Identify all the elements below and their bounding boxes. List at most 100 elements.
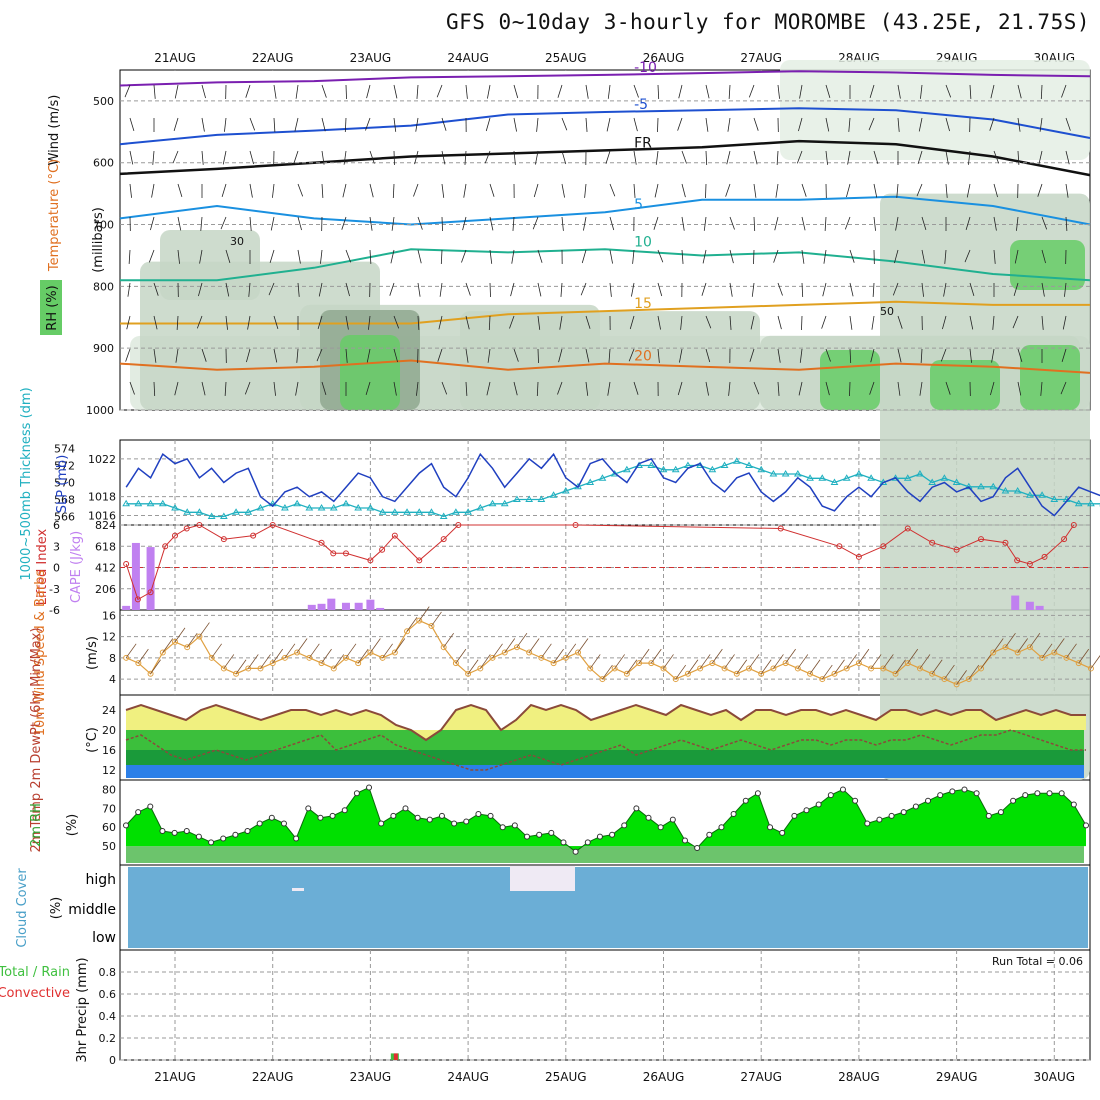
wind-barb [1065, 150, 1070, 165]
rh-point [779, 829, 786, 836]
wind-barb [417, 315, 420, 330]
wind-barb [152, 150, 155, 165]
wind-barb [777, 348, 781, 363]
wind-barb-10m [577, 638, 589, 653]
wind-point [916, 665, 923, 672]
wind-point [538, 654, 545, 661]
wind-barb [917, 150, 923, 165]
wind-point [599, 676, 606, 683]
thickness-point [171, 504, 179, 511]
contour-label: 15 [634, 296, 652, 312]
wind-barb [153, 315, 158, 330]
wind-point [391, 649, 398, 656]
day-label-bottom: 27AUG [740, 1070, 782, 1084]
wind-point [794, 665, 801, 672]
temp-tick: 12 [102, 764, 116, 777]
wind-barb [825, 348, 831, 362]
wind-barb [1041, 315, 1044, 330]
cape-bar [307, 604, 316, 610]
temp-contour [120, 248, 1091, 282]
rh-point [378, 820, 385, 827]
thickness-point [134, 499, 143, 507]
wind-point [257, 665, 264, 672]
thickness-point [903, 474, 912, 481]
wind-barb [897, 348, 902, 363]
wind-barb [581, 249, 587, 264]
rh-point [900, 809, 907, 816]
rh-point [718, 824, 725, 831]
wind-point [379, 654, 386, 661]
wind-barb [894, 249, 899, 264]
rh-point [973, 790, 980, 797]
wind-barb [825, 381, 830, 396]
pressure-tick: 700 [93, 219, 114, 232]
contour-label: 20 [634, 349, 652, 365]
wind-barb [1065, 216, 1068, 231]
wind-barb [681, 216, 685, 231]
wind-barb [847, 150, 851, 165]
rh-contour-label: 30 [230, 235, 244, 248]
wind-barb [439, 282, 443, 297]
thickness-point [977, 482, 985, 490]
rh-point [985, 812, 992, 819]
rh-point [280, 820, 287, 827]
wind-barb [585, 84, 589, 99]
wind-barb [918, 117, 923, 132]
wind-barb [294, 117, 299, 132]
wind-barb [702, 249, 707, 264]
wind-barb [201, 348, 207, 362]
wind-barb [849, 282, 854, 297]
thickness-tick: 570 [54, 477, 75, 490]
wind-barb [801, 216, 806, 231]
wind-barb [799, 348, 803, 363]
rh-point [475, 811, 482, 817]
wind-barb [414, 150, 419, 165]
rh-point [536, 831, 543, 838]
wind-barb [631, 282, 635, 297]
wind-barb [129, 381, 135, 395]
wind-barb [943, 282, 947, 297]
wind-barb [801, 282, 804, 297]
wind-barb [705, 117, 709, 132]
wind-barb-10m [834, 659, 845, 674]
wind-barb [726, 150, 731, 165]
contour-label: FR [634, 135, 652, 151]
wind-barb [945, 117, 950, 132]
thickness-point [549, 491, 558, 498]
cloud-side-label: Cloud Cover [15, 868, 30, 948]
wind-barb [872, 282, 875, 297]
wind-barb [1017, 84, 1022, 99]
wind-barb [849, 315, 853, 330]
wind-barb [897, 381, 901, 396]
wind-barb [248, 282, 251, 297]
thickness-point [830, 478, 839, 485]
wind-barb [321, 150, 325, 165]
wind-barb [1017, 117, 1021, 132]
li-point [1041, 553, 1048, 560]
thickness-point [403, 508, 411, 515]
wind-barb [537, 315, 541, 330]
wind-point [770, 665, 777, 672]
rh-point [937, 792, 944, 799]
wind-barb [703, 216, 707, 231]
wind-barb [940, 348, 947, 362]
wind-barb-10m [882, 654, 894, 669]
thickness-point [183, 508, 192, 515]
li-point [269, 522, 276, 528]
li-point [1070, 522, 1077, 528]
wind-barb-10m [687, 659, 699, 674]
wind-barb [873, 183, 878, 198]
day-label-top: 23AUG [350, 51, 392, 65]
rh-point [548, 829, 555, 836]
thickness-point [342, 499, 350, 507]
wind-barb [942, 315, 947, 330]
li-point [455, 522, 462, 528]
wind-barb-10m [736, 659, 748, 674]
wind-barb-10m [516, 632, 528, 648]
wind-barb [1037, 183, 1043, 197]
thickness-point [1087, 499, 1095, 507]
wind-barb [201, 117, 205, 132]
wind-barb-10m [394, 638, 406, 653]
wind-barb [680, 315, 683, 330]
wind-barb [249, 117, 256, 131]
